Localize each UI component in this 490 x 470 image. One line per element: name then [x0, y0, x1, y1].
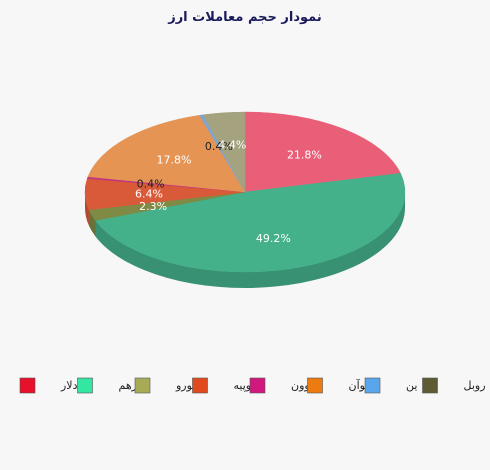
legend-swatch-3 — [192, 377, 208, 394]
slice-0 — [244, 111, 401, 193]
slice-label-4: 0.4% — [137, 177, 165, 190]
legend-label-0: دلار — [60, 379, 78, 392]
slice-5 — [87, 115, 246, 193]
legend-swatch-7 — [422, 377, 438, 394]
legend-label-2: یورو — [175, 379, 195, 392]
legend-swatch-4 — [249, 377, 266, 394]
slice-7 — [202, 111, 246, 193]
legend-label-7: روبل — [464, 379, 486, 392]
slice-side-3 — [85, 192, 89, 226]
legend-swatch-0 — [19, 377, 36, 394]
slice-side-2 — [88, 209, 96, 237]
legend-label-4: وون — [291, 379, 310, 392]
slice-label-7: 4.4% — [218, 138, 246, 151]
legend-label-5: یوآن — [349, 378, 369, 392]
pie-top — [84, 111, 406, 273]
pie-labels: 21.8%49.2%2.3%6.4%0.4%17.8%0.4%4.4% — [135, 138, 322, 244]
legend-swatch-2 — [134, 377, 151, 394]
chart-title: نمودار حجم معاملات ارز — [167, 10, 322, 25]
slice-label-1: 49.2% — [256, 232, 291, 245]
slice-label-6: 0.4% — [205, 140, 233, 153]
slice-label-0: 21.8% — [287, 148, 322, 161]
pie-sides — [85, 192, 405, 288]
legend-swatch-1 — [77, 377, 93, 394]
slice-label-2: 2.3% — [139, 200, 167, 213]
legend: دلار درهم یورو روپیه وون یوآن ین روبل — [19, 377, 486, 394]
legend-label-6: ین — [406, 379, 417, 392]
legend-swatch-5 — [307, 377, 323, 394]
slice-label-5: 17.8% — [156, 154, 191, 167]
slice-side-1 — [95, 192, 405, 288]
slice-label-3: 6.4% — [135, 187, 163, 200]
legend-swatch-6 — [364, 377, 381, 394]
slice-1 — [95, 173, 406, 273]
